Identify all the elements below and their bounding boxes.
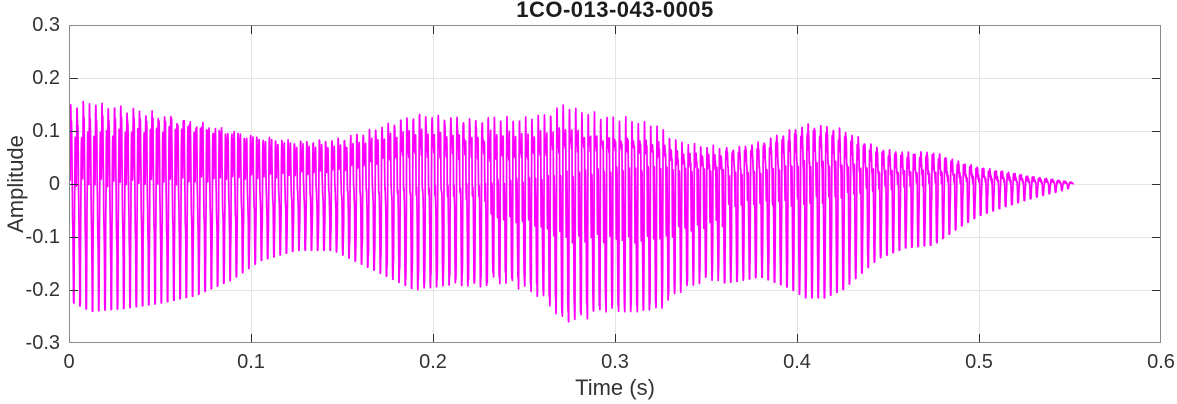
x-tick-label: 0.2	[419, 351, 447, 373]
y-tick-label: -0.1	[25, 226, 60, 248]
y-tick-label: -0.3	[25, 332, 60, 354]
x-tick-label: 0.4	[783, 351, 811, 373]
y-tick-label: 0.1	[32, 120, 60, 142]
y-tick-label: -0.2	[25, 279, 60, 301]
x-tick-label: 0	[63, 351, 75, 373]
waveform-plot	[69, 25, 1161, 343]
x-tick-label: 0.6	[1147, 351, 1175, 373]
x-tick-label: 0.5	[965, 351, 993, 373]
y-tick-label: 0	[48, 173, 60, 195]
chart-title: 1CO-013-043-0005	[516, 0, 714, 22]
x-tick-label: 0.3	[601, 351, 629, 373]
x-axis-label: Time (s)	[575, 375, 655, 400]
y-tick-label: 0.2	[32, 67, 60, 89]
x-tick-label: 0.1	[237, 351, 265, 373]
y-tick-label: 0.3	[32, 14, 60, 36]
waveform-line	[69, 100, 1075, 323]
plot-border	[69, 25, 1161, 343]
